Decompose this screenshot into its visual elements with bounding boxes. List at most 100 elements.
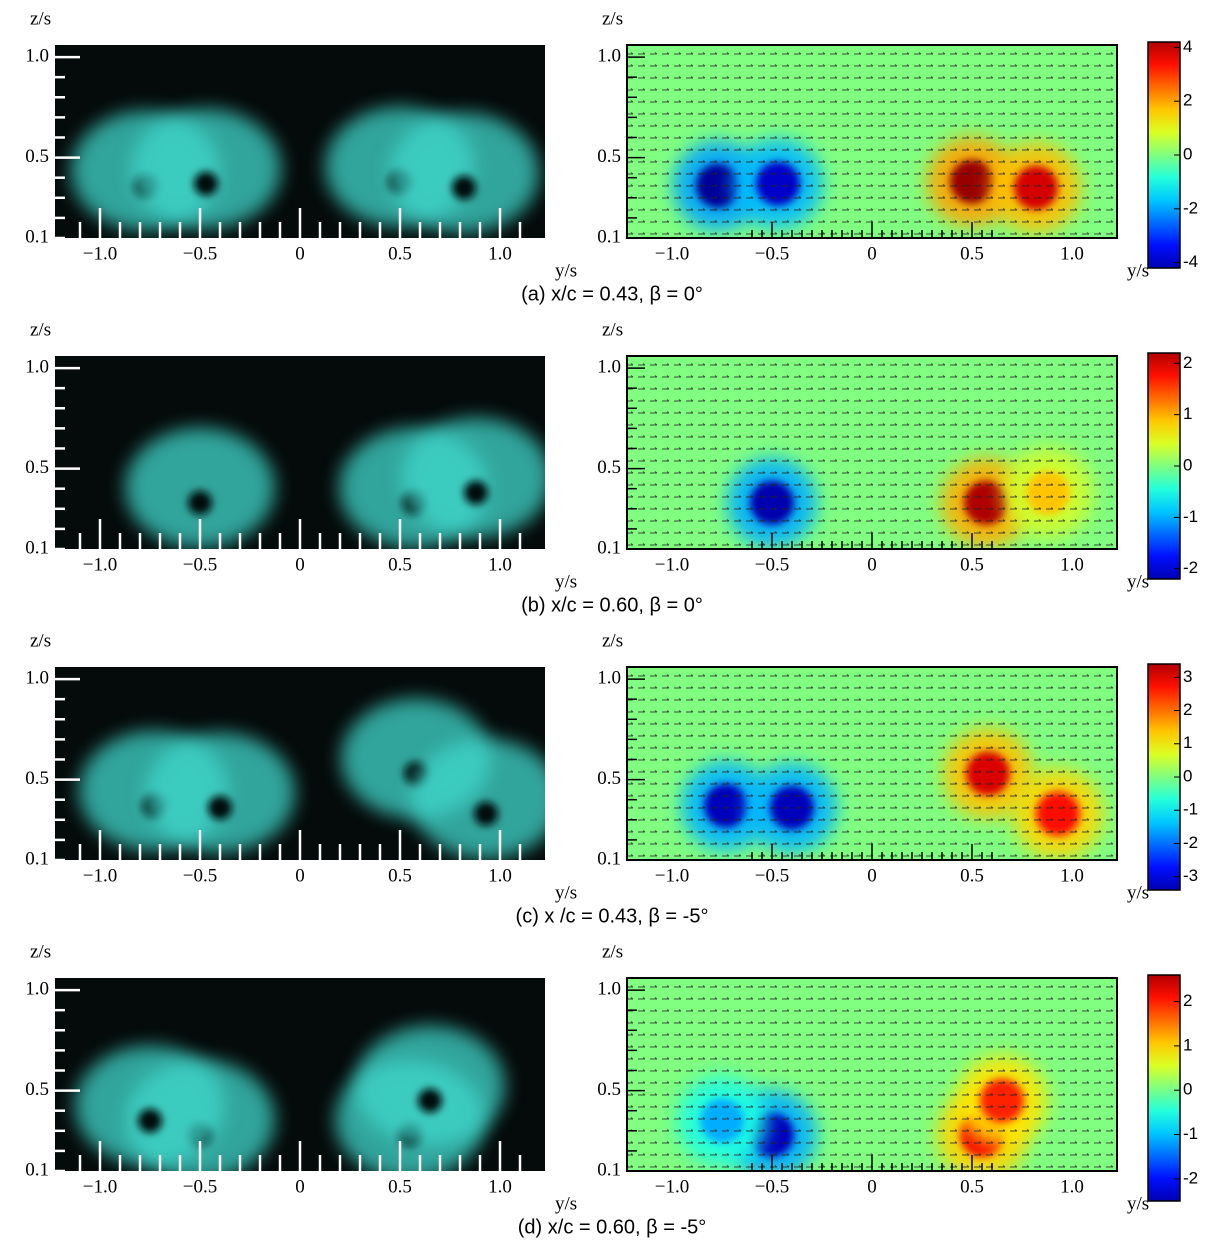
caption: (c) x /c = 0.43, β = -5° bbox=[516, 905, 709, 927]
x-axis-label: y/s bbox=[555, 1193, 577, 1214]
panel: z/s y/s 1.0 0.5 0.1 −1.0 −0.5 0 0.5 1.0 z/s y/s 1.0 0… bbox=[25, 941, 1198, 1238]
smoke-plume bbox=[145, 732, 295, 853]
x-tick-label: −1.0 bbox=[83, 1176, 117, 1197]
caption: (a) x/c = 0.43, β = 0° bbox=[521, 283, 703, 305]
x-tick-label: −1.0 bbox=[655, 1176, 689, 1197]
x-tick-label: 1.0 bbox=[1060, 1176, 1084, 1197]
x-tick-label: 0 bbox=[295, 554, 305, 575]
x-tick-label: −0.5 bbox=[183, 1176, 217, 1197]
colorbar-tick-label: 2 bbox=[1183, 991, 1192, 1010]
y-tick-label: 0.1 bbox=[25, 537, 49, 558]
x-tick-label: 0.5 bbox=[960, 554, 984, 575]
y-tick-label: 1.0 bbox=[25, 667, 49, 688]
x-tick-label: 0 bbox=[867, 865, 877, 886]
smoke-core bbox=[188, 490, 212, 515]
smoke-plume bbox=[131, 108, 281, 229]
x-tick-label: −1.0 bbox=[83, 243, 117, 264]
x-tick-label: 0 bbox=[867, 1176, 877, 1197]
x-axis-label: y/s bbox=[1127, 882, 1149, 903]
x-axis-label: y/s bbox=[1127, 1193, 1149, 1214]
x-axis-label: y/s bbox=[555, 260, 577, 281]
y-axis-label: z/s bbox=[30, 319, 51, 340]
colorbar-tick-label: -2 bbox=[1183, 1168, 1198, 1187]
y-axis-label: z/s bbox=[30, 8, 51, 29]
x-tick-label: −1.0 bbox=[655, 243, 689, 264]
y-tick-label: 0.5 bbox=[597, 768, 621, 789]
y-axis-label: z/s bbox=[602, 319, 623, 340]
colorbar bbox=[1147, 974, 1181, 1202]
x-tick-label: −0.5 bbox=[755, 243, 789, 264]
y-axis-label: z/s bbox=[602, 8, 623, 29]
panel: z/s y/s 1.0 0.5 0.1 −1.0 −0.5 0 0.5 1.0 z/s y/s 1.0 0… bbox=[25, 630, 1198, 927]
x-tick-label: −0.5 bbox=[183, 243, 217, 264]
x-tick-label: 0 bbox=[295, 865, 305, 886]
y-tick-label: 1.0 bbox=[25, 45, 49, 66]
x-tick-label: 0.5 bbox=[960, 243, 984, 264]
x-tick-label: −1.0 bbox=[83, 865, 117, 886]
smoke-core bbox=[452, 175, 476, 200]
x-tick-label: 0.5 bbox=[388, 865, 412, 886]
smoke-layer bbox=[79, 698, 545, 859]
x-tick-label: 0 bbox=[867, 243, 877, 264]
x-tick-label: 0.5 bbox=[388, 243, 412, 264]
x-tick-label: 1.0 bbox=[1060, 865, 1084, 886]
x-tick-label: 0 bbox=[867, 554, 877, 575]
velocity-vectors bbox=[627, 667, 1117, 860]
x-axis-label: y/s bbox=[1127, 571, 1149, 592]
x-tick-label: 0.5 bbox=[388, 1176, 412, 1197]
y-tick-label: 1.0 bbox=[597, 978, 621, 999]
smoke-plume bbox=[355, 1025, 505, 1146]
colorbar-tick-label: -2 bbox=[1183, 833, 1198, 852]
colorbar-tick-label: 1 bbox=[1183, 733, 1192, 752]
colorbar-tick-label: -2 bbox=[1183, 558, 1198, 577]
x-tick-label: 1.0 bbox=[1060, 554, 1084, 575]
smoke-layer bbox=[71, 106, 539, 233]
velocity-vectors bbox=[627, 45, 1117, 238]
x-tick-label: 1.0 bbox=[1060, 243, 1084, 264]
y-tick-label: 0.1 bbox=[25, 1159, 49, 1180]
x-tick-label: −1.0 bbox=[655, 865, 689, 886]
colorbar-tick-label: 0 bbox=[1183, 455, 1192, 474]
x-tick-label: 0.5 bbox=[960, 865, 984, 886]
x-tick-label: −0.5 bbox=[755, 865, 789, 886]
y-tick-label: 0.1 bbox=[597, 226, 621, 247]
x-tick-label: −1.0 bbox=[83, 554, 117, 575]
y-tick-label: 0.5 bbox=[597, 1079, 621, 1100]
x-tick-label: 1.0 bbox=[488, 554, 512, 575]
x-tick-label: 0.5 bbox=[388, 554, 412, 575]
x-tick-label: −0.5 bbox=[183, 865, 217, 886]
velocity-vectors bbox=[627, 356, 1117, 549]
y-axis-label: z/s bbox=[30, 630, 51, 651]
x-tick-label: 1.0 bbox=[488, 865, 512, 886]
colorbar-tick-label: 0 bbox=[1183, 144, 1192, 163]
y-axis-label: z/s bbox=[602, 630, 623, 651]
colorbar-tick-label: -4 bbox=[1183, 252, 1198, 271]
smoke-core bbox=[464, 480, 488, 505]
colorbar-tick-label: 0 bbox=[1183, 766, 1192, 785]
x-tick-label: 1.0 bbox=[488, 243, 512, 264]
caption: (b) x/c = 0.60, β = 0° bbox=[521, 594, 703, 616]
x-tick-label: 0 bbox=[295, 1176, 305, 1197]
colorbar-tick-label: -3 bbox=[1183, 866, 1198, 885]
y-tick-label: 0.5 bbox=[597, 146, 621, 167]
y-axis-label: z/s bbox=[602, 941, 623, 962]
y-tick-label: 0.1 bbox=[25, 848, 49, 869]
smoke-layer bbox=[125, 417, 545, 548]
y-tick-label: 0.1 bbox=[25, 226, 49, 247]
colorbar-tick-label: -1 bbox=[1183, 507, 1198, 526]
y-tick-label: 0.1 bbox=[597, 537, 621, 558]
x-axis-label: y/s bbox=[555, 571, 577, 592]
y-tick-label: 0.1 bbox=[597, 848, 621, 869]
x-tick-label: 1.0 bbox=[488, 1176, 512, 1197]
colorbar-tick-label: 1 bbox=[1183, 1035, 1192, 1054]
colorbar-tick-label: -1 bbox=[1183, 1124, 1198, 1143]
y-tick-label: 0.5 bbox=[25, 1079, 49, 1100]
smoke-plume bbox=[125, 427, 275, 548]
colorbar-tick-label: 0 bbox=[1183, 1080, 1192, 1099]
x-tick-label: −0.5 bbox=[183, 554, 217, 575]
y-tick-label: 0.5 bbox=[25, 457, 49, 478]
colorbar-tick-label: 4 bbox=[1183, 37, 1192, 56]
colorbar-tick-label: 2 bbox=[1183, 700, 1192, 719]
colorbar-tick-label: -2 bbox=[1183, 198, 1198, 217]
